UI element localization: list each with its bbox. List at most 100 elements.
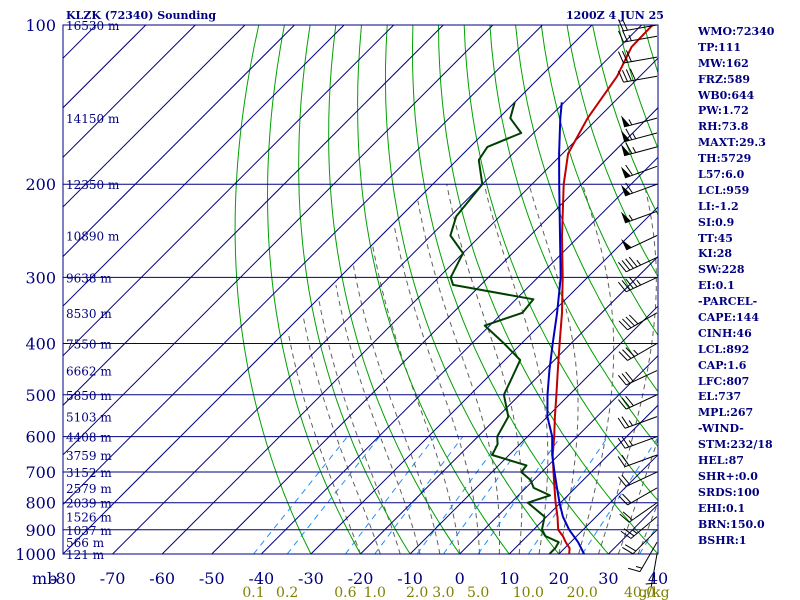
wind-barb-half (628, 34, 632, 41)
isotherm-line (310, 206, 658, 554)
wind-barb-full (622, 349, 632, 359)
wind-barb-staff (628, 502, 658, 523)
mixing-ratio-label: 10.0 (513, 585, 544, 600)
index-item: -WIND- (698, 422, 744, 436)
pressure-tick-label: 600 (25, 428, 56, 447)
wind-barb-full (621, 474, 631, 486)
wind-barb-full (625, 50, 632, 62)
wind-barb-staff (623, 35, 658, 43)
indices-panel: WMO:72340 TP:111 MW:162 FRZ:589 WB0:644 PW:1.… (698, 24, 774, 548)
index-item: SI:0.9 (698, 215, 735, 229)
wind-barb-full (618, 261, 627, 273)
wind-barb-staff (623, 56, 658, 64)
series-temperature-line (551, 25, 654, 554)
wind-barb-staff (624, 183, 658, 197)
wind-barb-full (622, 547, 634, 555)
wind-barb (621, 115, 658, 128)
moist-adiabat-line (335, 284, 421, 554)
index-item: BSHR:1 (698, 533, 747, 547)
wind-barb (645, 553, 658, 588)
chart-title: KLZK (72340) Sounding (66, 9, 217, 22)
temperature-tick-label: 30 (598, 569, 618, 588)
height-label: 5850 m (66, 389, 112, 403)
index-item: EHI:0.1 (698, 501, 746, 515)
wind-barb-full (621, 69, 628, 82)
wind-barb (618, 370, 658, 386)
wind-barb-staff (650, 553, 658, 588)
isotherm-line (63, 25, 593, 554)
isotherm-line (112, 25, 642, 554)
wind-barb-staff (625, 394, 658, 410)
isotherm-line (63, 25, 543, 506)
moist-adiabat-line (372, 244, 461, 554)
wind-barb-staff (624, 454, 658, 468)
wind-barb-half (636, 259, 642, 266)
isotherm-line (360, 255, 658, 554)
wind-barb-staff (623, 75, 658, 83)
pressure-tick-label: 200 (25, 175, 56, 194)
wind-barb (618, 343, 658, 361)
isotherms (63, 25, 658, 554)
wind-barb-staff (625, 256, 658, 273)
height-label: 7550 m (66, 337, 112, 351)
wind-barb-full (618, 374, 627, 386)
moist-adiabat-line (578, 184, 615, 554)
index-item: TH:5729 (698, 152, 752, 166)
wind-barb (621, 235, 658, 251)
wind-barb (622, 529, 658, 555)
wind-barbs (617, 18, 658, 588)
wind-barb-full (621, 29, 628, 42)
wind-barb-full (618, 51, 624, 64)
dry-adiabat-line (772, 25, 800, 565)
wind-barb-full (618, 476, 627, 487)
wind-barb-flag (621, 239, 632, 250)
index-item: LFC:807 (698, 374, 750, 388)
isotherm-line (409, 305, 658, 554)
wind-barb (618, 487, 658, 506)
temperature-tick-label: -40 (248, 569, 274, 588)
wind-barb-full (618, 19, 624, 32)
index-item: CAPE:144 (698, 311, 759, 325)
wind-barb (620, 210, 658, 224)
height-label: 9638 m (66, 271, 112, 285)
mixing-ratio-label: 40.0 (624, 585, 655, 600)
wind-barb-staff (627, 487, 658, 506)
wind-barb-half (628, 420, 633, 426)
wind-barb-full (625, 278, 634, 289)
pressure-tick-label: 800 (25, 494, 56, 513)
wind-barb-full (617, 456, 626, 467)
wind-barb-half (631, 529, 638, 534)
wind-barb-half (632, 133, 637, 139)
dry-adiabat-line (266, 25, 362, 554)
wind-barb (618, 18, 658, 32)
pressure-tick-label: 300 (25, 268, 56, 287)
height-label: 2579 m (66, 482, 112, 496)
wind-barb-half (633, 349, 639, 355)
dry-adiabat-line (357, 25, 510, 554)
index-item: LI:-1.2 (698, 199, 739, 213)
isotherm-line (63, 25, 345, 307)
pressure-tick-label: 500 (25, 386, 56, 405)
wind-barb (620, 164, 658, 179)
wind-barb-staff (639, 541, 658, 572)
wind-barb-staff (625, 370, 658, 386)
temperature-tick-label: -30 (298, 569, 324, 588)
wind-barb (627, 541, 658, 573)
wind-barb-flag (621, 130, 630, 142)
wind-barb-full (621, 260, 631, 271)
wind-barb-full (617, 417, 626, 429)
wind-barb (618, 471, 658, 487)
mixing-ratio-label: 5.0 (467, 585, 489, 600)
wind-barb (621, 128, 658, 143)
wind-barb-staff (624, 210, 658, 224)
index-item: WMO:72340 (698, 25, 775, 38)
index-item: KI:28 (698, 247, 733, 261)
index-item: SHR+:0.0 (698, 469, 758, 483)
wind-barb (618, 68, 658, 83)
wind-barb-half (628, 214, 633, 221)
index-item: RH:73.8 (698, 120, 749, 134)
isotherm-line (558, 454, 658, 554)
isotherm-line (63, 25, 295, 258)
dry-adiabat-line (540, 25, 658, 337)
wind-barb (618, 312, 658, 331)
